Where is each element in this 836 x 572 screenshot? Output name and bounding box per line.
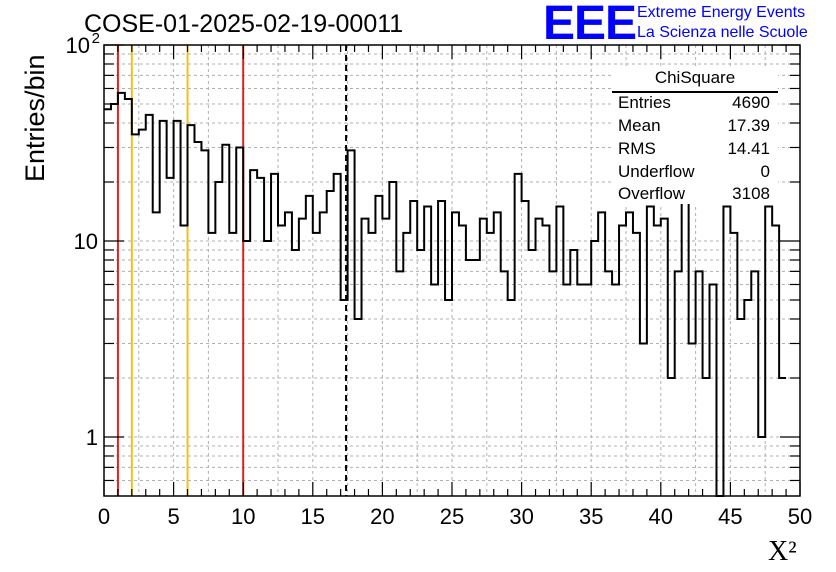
logo-line-1: Extreme Energy Events — [637, 4, 806, 21]
eee-logo: EEE — [543, 0, 637, 50]
stats-value: 0 — [760, 162, 770, 181]
stats-row-mean: Mean 17.39 — [618, 116, 770, 138]
x-tick-label: 35 — [579, 504, 603, 529]
stats-divider — [612, 91, 778, 93]
x-tick-label: 0 — [98, 504, 110, 529]
stats-value: 14.41 — [727, 139, 770, 158]
x-tick-label: 5 — [167, 504, 179, 529]
y-tick-label: 10 — [66, 33, 90, 58]
grid-lines — [104, 45, 800, 496]
stats-row-entries: Entries 4690 — [618, 93, 770, 115]
x-tick-label: 30 — [509, 504, 533, 529]
stats-box: ChiSquare Entries 4690 Mean 17.39 RMS 14… — [612, 66, 778, 204]
reference-lines — [116, 45, 348, 496]
stats-key: Entries — [618, 93, 671, 112]
axis-ticks — [103, 44, 801, 496]
x-tick-label: 45 — [718, 504, 742, 529]
histogram-series — [104, 91, 787, 497]
stats-title: ChiSquare — [654, 68, 736, 87]
y-axis-label: Entries/bin — [20, 54, 50, 182]
y-tick-label-exponent: 2 — [92, 30, 100, 47]
stats-value: 17.39 — [727, 116, 770, 135]
x-axis-label: X² — [768, 536, 797, 567]
stats-row-rms: RMS 14.41 — [618, 139, 770, 161]
x-tick-label: 15 — [301, 504, 325, 529]
x-tick-label: 20 — [370, 504, 394, 529]
stats-key: Overflow — [618, 184, 686, 203]
stats-key: Underflow — [618, 162, 695, 181]
x-tick-label: 10 — [231, 504, 255, 529]
run-title: COSE-01-2025-02-19-00011 — [84, 10, 404, 38]
x-tick-label: 50 — [788, 504, 812, 529]
y-tick-label: 1 — [86, 425, 98, 450]
x-tick-label: 25 — [440, 504, 464, 529]
stats-key: RMS — [618, 139, 656, 158]
stats-key: Mean — [618, 116, 661, 135]
logo-line-2: La Scienza nelle Scuole — [637, 24, 808, 41]
y-tick-label: 10 — [74, 229, 98, 254]
stats-row-underflow: Underflow 0 — [618, 162, 770, 184]
stats-value: 4690 — [732, 93, 770, 112]
stats-row-overflow: Overflow 3108 — [618, 184, 770, 206]
histogram-step-line — [104, 91, 787, 497]
x-tick-label: 40 — [649, 504, 673, 529]
stats-value: 3108 — [732, 184, 770, 203]
